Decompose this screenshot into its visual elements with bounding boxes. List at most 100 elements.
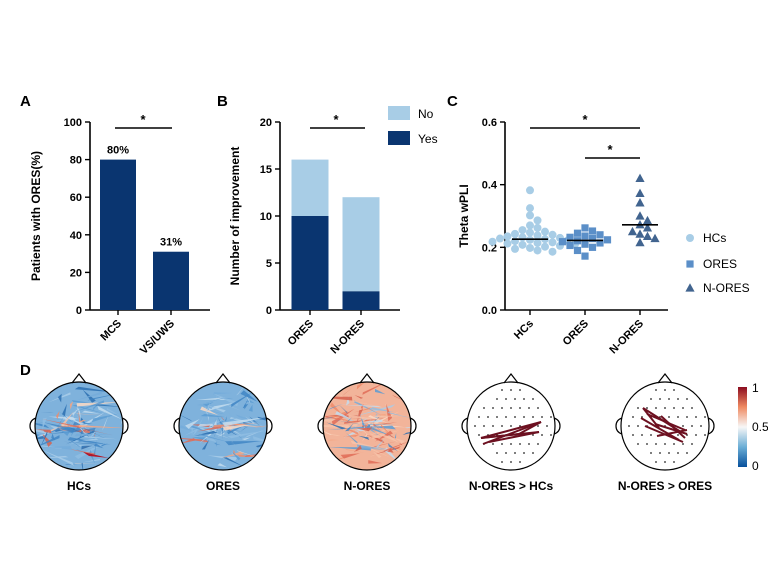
panel-c-point-hcs: [549, 248, 557, 256]
electrode-dots: [474, 389, 552, 463]
electrode-dot: [546, 425, 548, 427]
electrode-dot: [532, 452, 534, 454]
panel-c-point-ores: [596, 231, 603, 238]
electrode-dot: [510, 407, 512, 409]
electrode-dot: [523, 398, 525, 400]
panel-c-point-ores: [574, 247, 581, 254]
heatmap-mesh: [169, 382, 303, 470]
panel-a-y-tick-label: 80: [70, 155, 82, 167]
electrode-dot: [632, 416, 634, 418]
electrode-dot: [646, 443, 648, 445]
electrode-dot: [668, 398, 670, 400]
panel-c-point-hcs: [534, 224, 542, 232]
electrode-dot: [691, 407, 693, 409]
heatmap-triangle: [293, 418, 336, 422]
panel-c-point-hcs: [526, 221, 534, 229]
panel-b-bar-n-ores-yes: [343, 291, 380, 310]
electrode-dot: [505, 416, 507, 418]
panel-c-point-n-ores: [635, 198, 644, 206]
electrode-dot: [519, 443, 521, 445]
electrode-dot: [501, 407, 503, 409]
panel-c-point-hcs: [519, 241, 527, 249]
connection-line: [645, 426, 683, 442]
panel-a-y-tick-label: 40: [70, 230, 82, 242]
electrode-dot: [474, 425, 476, 427]
electrode-dot: [537, 425, 539, 427]
electrode-dot: [646, 407, 648, 409]
electrode-dot: [550, 416, 552, 418]
electrode-dot: [682, 443, 684, 445]
electrode-dot: [637, 425, 639, 427]
panel-c-x-tick-label: HCs: [512, 318, 536, 342]
map-label-ores: ORES: [206, 479, 240, 493]
electrode-dot: [700, 425, 702, 427]
panel-c-point-hcs: [549, 231, 557, 239]
electrode-dot: [637, 443, 639, 445]
electrode-dot: [505, 398, 507, 400]
panel-c-point-hcs: [504, 232, 512, 240]
panel-c-point-hcs: [534, 246, 542, 254]
map-label-n-ores-ores: N-ORES > ORES: [618, 479, 712, 493]
electrode-dot: [655, 461, 657, 463]
panel-label-d: D: [20, 362, 31, 379]
electrode-dot: [664, 443, 666, 445]
electrode-dot: [532, 416, 534, 418]
electrode-dots: [628, 389, 706, 463]
panel-c-y-axis-label: Theta wPLI: [457, 184, 471, 247]
panel-c-significance-star-2: *: [607, 142, 613, 157]
map-label-n-ores-hcs: N-ORES > HCs: [469, 479, 554, 493]
electrode-dot: [695, 416, 697, 418]
panel-b-y-axis-label: Number of improvement: [228, 147, 242, 286]
colorbar-tick-min: 0: [752, 459, 759, 473]
colorbar-gradient: [738, 387, 747, 467]
panel-b-y-tick-label: 20: [260, 117, 272, 129]
electrode-dot: [695, 434, 697, 436]
electrode-dot: [537, 443, 539, 445]
electrode-dot: [496, 452, 498, 454]
electrode-dot: [673, 389, 675, 391]
electrode-dot: [523, 416, 525, 418]
panel-c-point-ores: [566, 242, 573, 249]
panel-b-significance-star: *: [333, 112, 339, 127]
electrode-dot: [519, 461, 521, 463]
panel-a-y-tick-label: 60: [70, 192, 82, 204]
panel-c-point-n-ores: [635, 189, 644, 197]
electrode-dot: [478, 434, 480, 436]
electrode-dot: [532, 434, 534, 436]
electrode-dot: [686, 416, 688, 418]
panel-c-point-ores: [581, 253, 588, 260]
legend-swatch-yes: [388, 131, 410, 145]
panel-a-bar-vs-uws: [153, 252, 189, 310]
electrode-dot: [664, 407, 666, 409]
panel-a-data-label: 31%: [160, 237, 182, 249]
panel-b-x-tick-label: ORES: [286, 318, 317, 349]
panel-a-bar-mcs: [100, 160, 136, 310]
electrode-dot: [514, 416, 516, 418]
electrode-dot: [532, 398, 534, 400]
panel-a-data-label: 80%: [107, 145, 129, 157]
panel-c-y-tick-label: 0.0: [482, 305, 497, 317]
electrode-dot: [501, 461, 503, 463]
panel-c-point-ores: [604, 236, 611, 243]
panel-c-x-tick-label: N-ORES: [607, 318, 646, 357]
electrode-dot: [492, 407, 494, 409]
panel-b-bar-ores-no: [292, 160, 329, 216]
electrode-dot: [628, 425, 630, 427]
panel-c-point-ores: [589, 244, 596, 251]
panel-c-point-hcs: [511, 245, 519, 253]
panel-c-point-ores: [581, 232, 588, 239]
electrode-dot: [704, 434, 706, 436]
electrode-dot: [641, 434, 643, 436]
electrode-dot: [550, 434, 552, 436]
electrode-dot: [528, 407, 530, 409]
electrode-dot: [483, 425, 485, 427]
panel-b-y-tick-label: 0: [266, 305, 272, 317]
electrode-dot: [510, 425, 512, 427]
panel-c-point-hcs: [511, 230, 519, 238]
panel-a-y-tick-label: 100: [64, 117, 82, 129]
panel-c-point-ores: [589, 227, 596, 234]
